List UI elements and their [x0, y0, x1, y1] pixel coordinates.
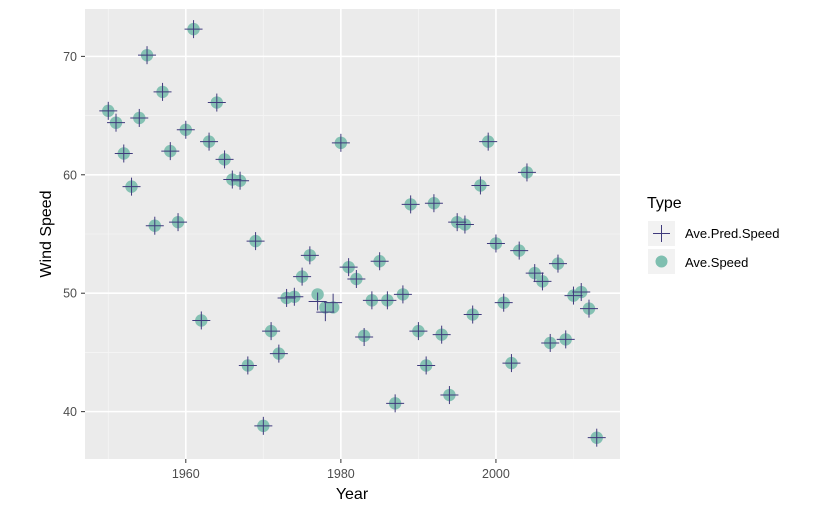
x-axis: 1960 1980 2000: [172, 459, 510, 481]
ave-pred-speed-point: [432, 325, 451, 344]
ave-pred-speed-point: [587, 428, 606, 447]
ave-pred-speed-point: [153, 82, 172, 101]
ave-pred-speed-point: [231, 171, 250, 190]
y-tick-label: 60: [63, 168, 77, 182]
ave-pred-speed-point: [471, 176, 490, 195]
ave-pred-speed-point: [548, 254, 567, 273]
ave-pred-speed-point: [145, 216, 164, 235]
ave-pred-speed-point: [409, 322, 428, 341]
ave-pred-speed-point: [254, 416, 273, 435]
ave-pred-speed-point: [339, 258, 358, 277]
ave-pred-speed-point: [517, 163, 536, 182]
minor-gridlines: [85, 9, 620, 459]
ave-pred-speed-point: [138, 46, 157, 65]
ave-pred-speed-point: [184, 20, 203, 39]
ave-pred-speed-point: [502, 354, 521, 373]
x-tick-label: 1960: [172, 467, 200, 481]
ave-pred-speed-point: [448, 213, 467, 232]
y-tick-label: 40: [63, 405, 77, 419]
ave-pred-speed-point: [533, 272, 552, 291]
legend: Type Ave.Pred.Speed Ave.Speed: [647, 195, 779, 274]
ave-pred-speed-point: [207, 93, 226, 112]
y-tick-label: 50: [63, 287, 77, 301]
ave-pred-speed-point: [200, 132, 219, 151]
ave-pred-speed-point: [564, 286, 583, 305]
x-tick-label: 2000: [482, 467, 510, 481]
ave-pred-speed-point: [355, 328, 374, 347]
legend-plus-icon: [653, 225, 670, 242]
legend-label-ave-speed: Ave.Speed: [685, 255, 748, 270]
ave-pred-speed-point: [510, 241, 529, 260]
ave-pred-speed-point: [300, 246, 319, 265]
ave-pred-speed-point: [401, 195, 420, 214]
ave-pred-speed-point: [393, 285, 412, 304]
ave-pred-speed-points: [99, 20, 606, 447]
ave-pred-speed-point: [486, 234, 505, 253]
y-tick-label: 70: [63, 50, 77, 64]
ave-pred-speed-point: [579, 299, 598, 318]
ave-pred-speed-point: [176, 120, 195, 139]
ave-pred-speed-point: [424, 194, 443, 213]
legend-label-ave-pred-speed: Ave.Pred.Speed: [685, 226, 779, 241]
ave-pred-speed-point: [556, 330, 575, 349]
ave-pred-speed-point: [331, 133, 350, 152]
legend-title: Type: [647, 195, 682, 212]
ave-pred-speed-point: [277, 288, 296, 307]
ave-pred-speed-point: [572, 283, 591, 302]
ave-pred-speed-point: [269, 344, 288, 363]
ave-pred-speed-point: [99, 101, 118, 120]
x-tick-label: 1980: [327, 467, 355, 481]
ave-pred-speed-point: [246, 232, 265, 251]
y-axis-title: Wind Speed: [38, 190, 55, 277]
ave-pred-speed-point: [169, 213, 188, 232]
ave-pred-speed-point: [130, 108, 149, 127]
ave-pred-speed-point: [285, 287, 304, 306]
ave-pred-speed-point: [440, 386, 459, 405]
ave-pred-speed-point: [324, 293, 343, 312]
ave-pred-speed-point: [192, 311, 211, 330]
ave-pred-speed-point: [114, 144, 133, 163]
ave-pred-speed-point: [262, 322, 281, 341]
ave-pred-speed-point: [308, 292, 327, 311]
ave-pred-speed-point: [161, 142, 180, 161]
ave-pred-speed-point: [541, 333, 560, 352]
ave-pred-speed-point: [293, 267, 312, 286]
y-axis: 40 50 60 70: [63, 50, 85, 419]
ave-pred-speed-point: [378, 291, 397, 310]
major-gridlines: [85, 9, 620, 459]
ave-pred-speed-point: [386, 394, 405, 413]
ave-pred-speed-point: [463, 305, 482, 324]
legend-circle-icon: [655, 255, 668, 268]
ave-pred-speed-point: [316, 303, 335, 322]
ave-pred-speed-point: [122, 177, 141, 196]
ave-pred-speed-point: [362, 291, 381, 310]
ave-pred-speed-point: [417, 356, 436, 375]
ave-pred-speed-point: [223, 170, 242, 189]
ave-pred-speed-point: [455, 215, 474, 234]
ave-pred-speed-point: [215, 150, 234, 169]
ave-pred-speed-point: [238, 356, 257, 375]
ave-pred-speed-point: [479, 132, 498, 151]
ave-pred-speed-point: [107, 113, 126, 132]
ave-pred-speed-point: [370, 252, 389, 271]
x-axis-title: Year: [336, 486, 369, 503]
ave-pred-speed-point: [494, 293, 513, 312]
ave-pred-speed-point: [525, 264, 544, 283]
ave-pred-speed-point: [347, 270, 366, 288]
